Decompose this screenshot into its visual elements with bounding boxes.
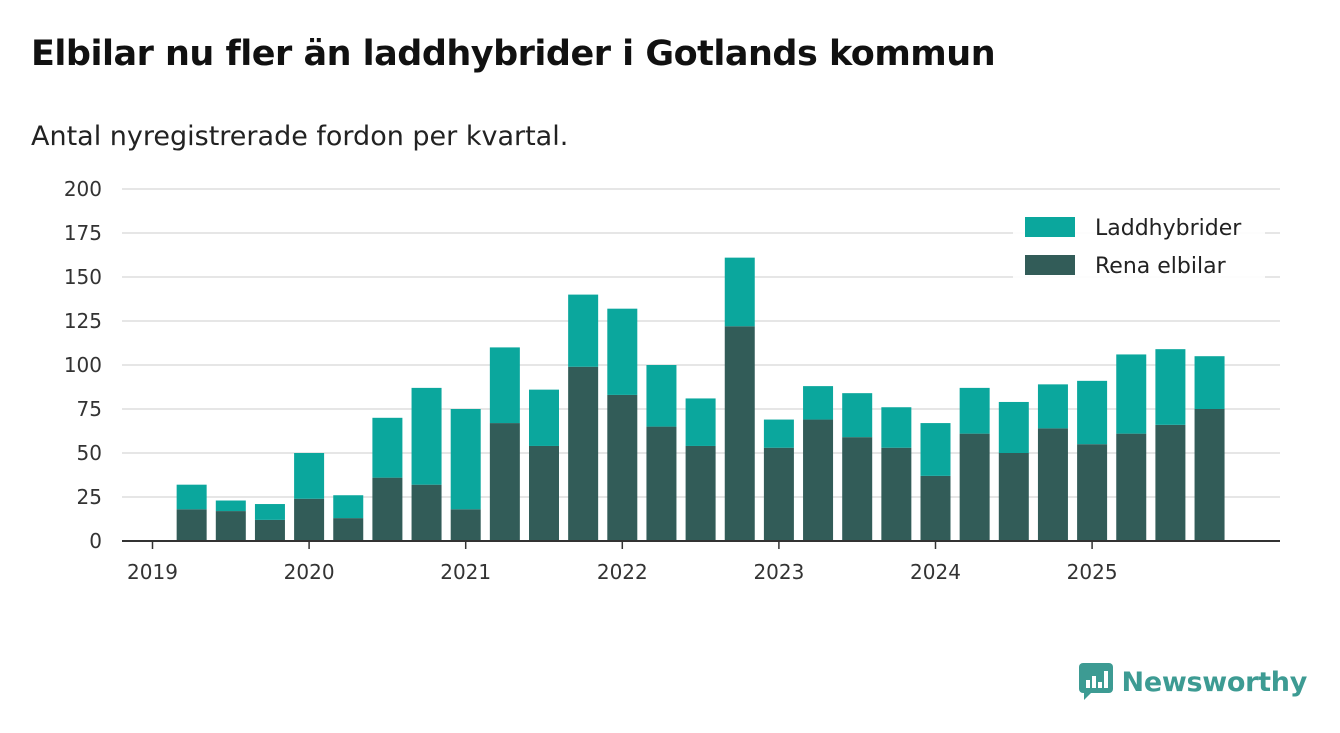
bars bbox=[176, 257, 1225, 541]
y-tick-label: 100 bbox=[64, 353, 102, 377]
bar-rena-elbilar bbox=[646, 426, 677, 541]
bar-laddhybrider bbox=[1037, 384, 1068, 429]
x-axis-ticks: 2019 2020 2021 2022 2023 2024 2025 bbox=[127, 541, 1118, 584]
y-tick-label: 150 bbox=[64, 265, 102, 289]
bar-laddhybrider bbox=[959, 387, 990, 434]
y-axis-ticks: 0 25 50 75 100 125 150 175 200 bbox=[64, 177, 102, 553]
legend-swatch bbox=[1025, 217, 1075, 237]
bar-rena-elbilar bbox=[685, 445, 716, 541]
bar-laddhybrider bbox=[803, 386, 834, 420]
bar-laddhybrider bbox=[685, 398, 716, 446]
legend-swatch bbox=[1025, 255, 1075, 275]
chart-subtitle: Antal nyregistrerade fordon per kvartal. bbox=[31, 121, 569, 152]
y-tick-label: 50 bbox=[77, 441, 102, 465]
bar-rena-elbilar bbox=[176, 509, 207, 541]
x-tick-label: 2020 bbox=[284, 560, 335, 584]
bar-laddhybrider bbox=[215, 500, 246, 512]
legend-label: Rena elbilar bbox=[1095, 254, 1227, 279]
chart-title: Elbilar nu fler än laddhybrider i Gotlan… bbox=[31, 34, 996, 74]
bar-laddhybrider bbox=[1116, 354, 1147, 434]
bar-rena-elbilar bbox=[1077, 444, 1108, 541]
brand-name: Newsworthy bbox=[1121, 666, 1308, 698]
bar-rena-elbilar bbox=[881, 447, 912, 541]
bar-rena-elbilar bbox=[372, 477, 403, 541]
bar-laddhybrider bbox=[724, 257, 755, 327]
bar-rena-elbilar bbox=[294, 498, 325, 541]
y-tick-label: 125 bbox=[64, 309, 102, 333]
y-tick-label: 0 bbox=[89, 529, 102, 553]
bar-laddhybrider bbox=[646, 365, 677, 427]
newsworthy-logo: Newsworthy bbox=[1078, 662, 1307, 702]
bar-laddhybrider bbox=[450, 409, 481, 510]
bar-laddhybrider bbox=[411, 387, 442, 485]
y-tick-label: 75 bbox=[77, 397, 102, 421]
bar-laddhybrider bbox=[1077, 380, 1108, 445]
bar-rena-elbilar bbox=[998, 453, 1029, 541]
bar-laddhybrider bbox=[881, 407, 912, 448]
x-tick-label: 2022 bbox=[597, 560, 648, 584]
y-tick-label: 25 bbox=[77, 485, 102, 509]
bar-rena-elbilar bbox=[489, 423, 520, 541]
bar-laddhybrider bbox=[529, 389, 559, 446]
legend: Laddhybrider Rena elbilar bbox=[1013, 207, 1265, 283]
y-tick-label: 200 bbox=[64, 177, 102, 201]
bar-rena-elbilar bbox=[803, 419, 834, 541]
bar-rena-elbilar bbox=[959, 433, 990, 541]
bar-rena-elbilar bbox=[842, 437, 873, 541]
bar-rena-elbilar bbox=[724, 326, 755, 541]
bar-laddhybrider bbox=[998, 401, 1029, 453]
bar-rena-elbilar bbox=[1155, 424, 1186, 541]
bar-laddhybrider bbox=[1194, 356, 1225, 409]
x-tick-label: 2019 bbox=[127, 560, 178, 584]
bar-laddhybrider bbox=[842, 393, 873, 438]
bar-rena-elbilar bbox=[763, 447, 794, 541]
bar-laddhybrider bbox=[254, 504, 285, 520]
bar-rena-elbilar bbox=[254, 519, 285, 541]
bar-laddhybrider bbox=[489, 347, 520, 424]
bar-laddhybrider bbox=[333, 495, 364, 519]
bar-laddhybrider bbox=[568, 294, 599, 367]
bar-laddhybrider bbox=[1155, 349, 1186, 425]
bar-rena-elbilar bbox=[1116, 433, 1147, 541]
bar-rena-elbilar bbox=[529, 445, 559, 541]
bar-laddhybrider bbox=[920, 423, 951, 476]
newsworthy-logo-icon bbox=[1078, 663, 1113, 700]
x-tick-label: 2024 bbox=[910, 560, 961, 584]
bar-rena-elbilar bbox=[607, 394, 638, 541]
x-tick-label: 2021 bbox=[440, 560, 491, 584]
bar-rena-elbilar bbox=[920, 475, 951, 541]
x-tick-label: 2023 bbox=[753, 560, 804, 584]
bar-rena-elbilar bbox=[450, 509, 481, 541]
x-tick-label: 2025 bbox=[1067, 560, 1118, 584]
bar-laddhybrider bbox=[176, 484, 207, 510]
bar-rena-elbilar bbox=[1037, 428, 1068, 541]
bar-laddhybrider bbox=[372, 417, 403, 478]
bar-rena-elbilar bbox=[333, 518, 364, 541]
legend-label: Laddhybrider bbox=[1095, 216, 1242, 241]
bar-rena-elbilar bbox=[215, 511, 246, 541]
bar-laddhybrider bbox=[294, 453, 325, 499]
bar-rena-elbilar bbox=[411, 484, 442, 541]
bar-rena-elbilar bbox=[1194, 409, 1225, 541]
bar-laddhybrider bbox=[763, 419, 794, 448]
y-tick-label: 175 bbox=[64, 221, 102, 245]
bar-laddhybrider bbox=[607, 308, 638, 395]
bar-rena-elbilar bbox=[568, 366, 599, 541]
